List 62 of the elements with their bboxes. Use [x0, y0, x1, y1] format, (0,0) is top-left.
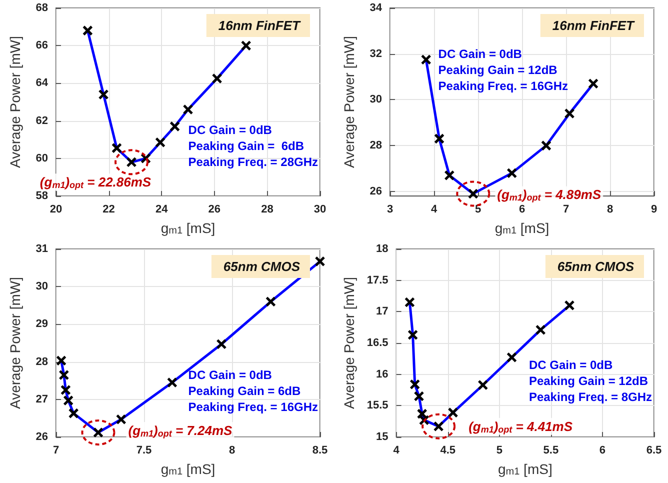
- y-tick-label: 18: [376, 243, 388, 255]
- y-tick-label: 68: [36, 2, 48, 14]
- annotation: 16nm FinFET: [218, 18, 302, 33]
- x-tick-label: 9: [650, 204, 658, 216]
- x-axis-title: gm1 [mS]: [494, 220, 550, 236]
- x-tick-label: 30: [314, 204, 326, 216]
- y-axis-title: Average Power [mW]: [341, 276, 357, 410]
- y-tick-label: 28: [36, 356, 48, 368]
- x-tick-label: 3: [386, 204, 394, 216]
- y-axis-title: Average Power [mW]: [7, 36, 23, 168]
- y-tick-label: 30: [370, 94, 382, 106]
- x-axis-title: gm1 [mS]: [498, 461, 552, 478]
- x-axis-title: gm1 [mS]: [160, 461, 216, 478]
- annotation: DC Gain = 0dB Peaking Gain = 12dB Peaking Freq. = 16GHz: [438, 47, 568, 93]
- y-tick-label: 64: [36, 77, 49, 90]
- annotation: 65nm CMOS: [557, 259, 634, 274]
- y-tick-label: 58: [36, 190, 48, 202]
- annotation: 65nm CMOS: [223, 259, 300, 274]
- x-tick-label: 8.5: [312, 444, 328, 456]
- x-tick-label: 8: [228, 444, 236, 456]
- x-tick-label: 5.5: [543, 444, 559, 456]
- x-tick-label: 24: [155, 204, 169, 216]
- y-axis-title: Average Power [mW]: [341, 36, 357, 168]
- y-tick-label: 26: [36, 431, 48, 443]
- y-tick-label: 15: [376, 431, 388, 443]
- y-tick-label: 34: [370, 2, 383, 14]
- x-tick-label: 7: [562, 204, 570, 216]
- y-tick-label: 16.5: [366, 337, 388, 349]
- x-tick-label: 8: [606, 204, 614, 216]
- y-tick-label: 15.5: [366, 400, 388, 412]
- x-tick-label: 6.5: [646, 444, 662, 456]
- x-tick-label: 26: [208, 204, 221, 216]
- y-tick-label: 17.5: [366, 274, 388, 286]
- x-tick-label: 22: [102, 204, 115, 216]
- y-tick-label: 30: [36, 280, 48, 293]
- y-tick-label: 66: [36, 40, 48, 52]
- x-tick-label: 6: [599, 444, 606, 456]
- y-axis-title: Average Power [mW]: [7, 276, 23, 410]
- annotation: DC Gain = 0dB Peaking Gain = 12dB Peaking Freq. = 8GHz: [528, 358, 652, 404]
- y-tick-label: 17: [376, 306, 388, 318]
- x-tick-label: 4.5: [440, 444, 456, 456]
- y-tick-label: 62: [36, 114, 48, 127]
- y-tick-label: 32: [370, 48, 382, 60]
- x-tick-label: 4: [393, 444, 400, 456]
- x-tick-label: 4: [430, 204, 438, 216]
- y-tick-label: 27: [36, 393, 48, 406]
- annotation: DC Gain = 0dB Peaking Gain = 6dB Peaking Freq. = 28GHz: [188, 123, 318, 169]
- y-tick-label: 16: [376, 368, 388, 380]
- y-tick-label: 26: [370, 185, 382, 198]
- x-tick-label: 5: [496, 444, 502, 456]
- y-tick-label: 60: [36, 152, 48, 164]
- x-axis-title: gm1 [mS]: [160, 220, 216, 236]
- y-tick-label: 31: [36, 243, 48, 255]
- x-tick-label: 28: [261, 204, 274, 216]
- annotation: 16nm FinFET: [552, 18, 636, 33]
- annotation: DC Gain = 0dB Peaking Gain = 6dB Peaking Freq. = 16GHz: [188, 368, 318, 414]
- x-tick-label: 20: [50, 204, 62, 216]
- y-tick-label: 29: [36, 318, 48, 330]
- x-tick-label: 6: [518, 204, 526, 216]
- y-tick-label: 28: [370, 140, 382, 152]
- x-tick-label: 7.5: [136, 444, 152, 456]
- x-tick-label: 7: [52, 444, 60, 456]
